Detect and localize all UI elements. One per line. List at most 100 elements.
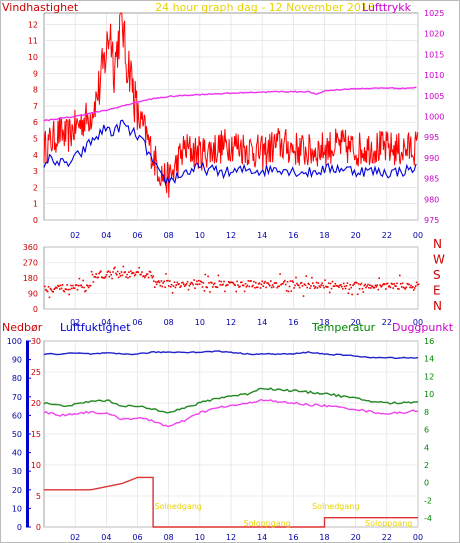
direction-point [112, 271, 114, 273]
direction-point [83, 286, 85, 289]
direction-point [398, 288, 400, 290]
direction-point [203, 290, 206, 292]
direction-point [266, 282, 268, 284]
pressure-y-tick: 1025 [424, 9, 444, 18]
direction-point [188, 284, 191, 287]
direction-point [284, 279, 286, 282]
direction-point [157, 280, 160, 282]
x-tick: 04 [101, 318, 111, 327]
direction-point [93, 276, 96, 278]
direction-point [170, 283, 173, 286]
rain-y-tick: 100 [7, 337, 22, 346]
sun-annotation: Soloppgang [244, 519, 291, 528]
direction-point [64, 288, 67, 290]
direction-point [385, 288, 387, 290]
direction-point [77, 284, 80, 287]
direction-point [289, 280, 292, 282]
humidity-y-tick: 30 [31, 337, 41, 346]
direction-point [143, 275, 145, 277]
temp-y-tick: -4 [424, 514, 432, 523]
direction-point [342, 288, 344, 290]
pressure-y-tick: 975 [424, 216, 439, 225]
direction-point [281, 283, 283, 285]
direction-point [97, 276, 99, 279]
direction-point [126, 273, 128, 276]
direction-point [79, 284, 82, 287]
direction-point [151, 276, 154, 279]
x-tick: 02 [70, 533, 80, 542]
direction-point [298, 284, 300, 287]
direction-point [69, 288, 71, 291]
direction-point [99, 271, 101, 274]
direction-point [311, 276, 313, 279]
direction-point [395, 285, 397, 287]
direction-point [413, 289, 415, 291]
wind-y-tick: 0 [33, 216, 38, 225]
direction-point [65, 288, 68, 291]
direction-point [333, 285, 336, 287]
direction-point [227, 281, 230, 283]
direction-points [44, 265, 420, 299]
direction-point [366, 285, 368, 287]
direction-point [219, 284, 222, 286]
direction-point [406, 282, 409, 285]
direction-point [391, 283, 394, 285]
temperature-label: Temperatur [311, 321, 376, 334]
direction-point [70, 284, 72, 287]
direction-point [292, 281, 294, 283]
x-tick: 20 [351, 318, 361, 327]
direction-point [291, 280, 294, 282]
direction-point [334, 282, 337, 285]
rain-y-axis-labels: 0 10 20 30 40 50 60 70 80 90 100 [7, 337, 31, 532]
direction-point [58, 285, 60, 287]
direction-point [100, 270, 102, 273]
direction-point [118, 272, 121, 275]
direction-point [258, 282, 261, 284]
direction-point [172, 285, 175, 287]
direction-x-axis-labels: 02 04 06 08 10 12 14 16 18 20 22 00 [70, 318, 423, 327]
direction-point [146, 273, 149, 275]
direction-point [134, 273, 137, 276]
pressure-y-tick: 980 [424, 195, 439, 204]
wind-y-tick: 3 [33, 167, 38, 176]
direction-point [90, 270, 93, 273]
direction-point [309, 287, 311, 289]
direction-point [313, 287, 316, 289]
direction-point [370, 287, 372, 289]
direction-point [356, 282, 358, 284]
direction-point [192, 283, 194, 286]
direction-point [53, 288, 55, 290]
direction-point [315, 281, 318, 284]
rain-y-tick: 50 [12, 430, 22, 439]
direction-point [350, 286, 352, 289]
direction-point [402, 286, 405, 289]
direction-point [115, 272, 117, 275]
direction-point [129, 275, 131, 278]
direction-point [251, 285, 253, 288]
direction-point [67, 288, 69, 291]
direction-point [114, 266, 116, 269]
direction-point [267, 282, 269, 285]
direction-point [345, 285, 348, 287]
direction-point [204, 273, 207, 276]
rain-y-tick: 20 [12, 486, 22, 495]
direction-point [138, 266, 140, 269]
direction-point [222, 283, 224, 286]
wind-series [43, 12, 419, 198]
direction-point [397, 287, 399, 290]
direction-point [369, 284, 371, 286]
direction-point [271, 284, 274, 286]
direction-point [213, 282, 216, 285]
dewpoint-line [43, 398, 419, 428]
direction-point [211, 282, 213, 284]
direction-point [198, 283, 201, 285]
direction-point [331, 280, 334, 283]
direction-point [131, 272, 133, 275]
direction-point [169, 286, 172, 288]
direction-point [236, 280, 238, 283]
direction-point [261, 280, 264, 283]
direction-point [285, 290, 288, 292]
direction-point [226, 284, 228, 286]
temperature-line [43, 387, 419, 414]
direction-point [313, 285, 315, 287]
